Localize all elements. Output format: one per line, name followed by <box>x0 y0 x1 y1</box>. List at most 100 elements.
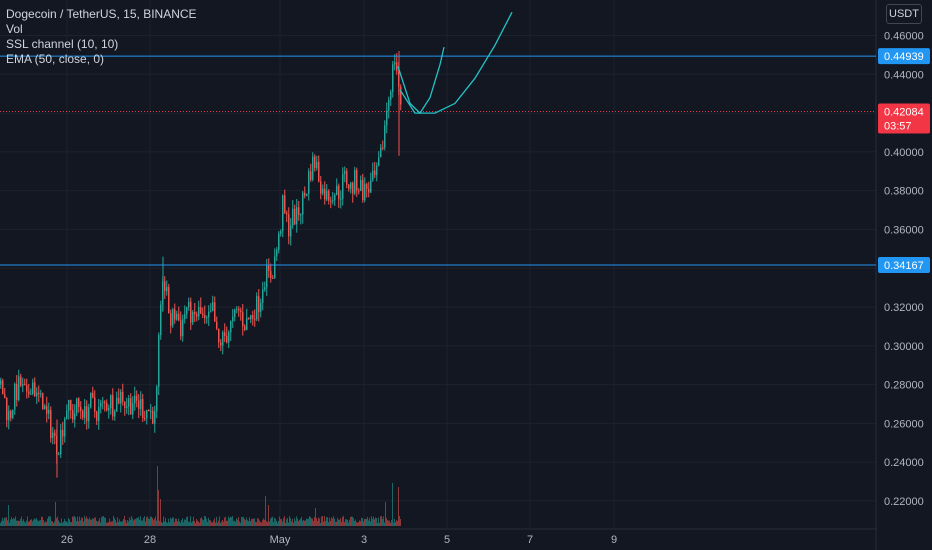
volume-bar <box>18 520 19 526</box>
currency-button[interactable]: USDT <box>886 4 922 24</box>
candle-body <box>238 308 240 311</box>
volume-bar <box>197 520 198 526</box>
volume-bar <box>123 518 124 526</box>
volume-bar <box>208 517 209 526</box>
volume-bar <box>395 522 396 526</box>
volume-bar <box>139 519 140 526</box>
projection-curve-2[interactable] <box>399 11 513 114</box>
candle-body <box>282 195 284 232</box>
volume-bar <box>343 515 344 526</box>
volume-bar <box>300 518 301 526</box>
time-tick-label: 9 <box>611 534 617 546</box>
volume-bar <box>237 519 238 526</box>
volume-bar <box>393 522 394 526</box>
volume-bar <box>296 516 297 526</box>
candle-body <box>138 400 140 409</box>
projection-curve-1[interactable] <box>397 46 445 115</box>
volume-bar <box>198 521 199 526</box>
volume-bar <box>94 517 95 526</box>
volume-bar <box>133 520 134 526</box>
volume-bar <box>167 522 168 526</box>
volume-bar <box>203 520 204 526</box>
volume-bar <box>173 517 174 526</box>
candle-body <box>382 147 384 149</box>
volume-bar <box>63 521 64 526</box>
volume-bar <box>55 502 56 526</box>
candle-body <box>250 315 252 320</box>
volume-bar <box>138 516 139 526</box>
volume-bar <box>355 519 356 526</box>
volume-bar <box>46 521 47 526</box>
volume-bar <box>351 516 352 526</box>
indicator-ssl-channel[interactable]: SSL channel (10, 10) <box>6 37 119 51</box>
volume-bar <box>158 490 159 526</box>
candle-body <box>136 395 138 401</box>
symbol-title[interactable]: Dogecoin / TetherUS, 15, BINANCE <box>6 7 197 21</box>
volume-bar <box>252 518 253 526</box>
volume-bar <box>146 517 147 526</box>
volume-bar <box>329 517 330 526</box>
volume-bar <box>160 499 161 526</box>
candle-body <box>308 171 310 194</box>
volume-bar <box>219 516 220 526</box>
candle-body <box>168 286 170 314</box>
volume-bar <box>344 522 345 526</box>
volume-bar <box>212 522 213 526</box>
candle-body <box>212 302 214 312</box>
volume-bar <box>357 522 358 526</box>
volume-bar <box>201 517 202 526</box>
candle-body <box>16 383 18 401</box>
candle-body <box>90 392 92 408</box>
volume-bar <box>248 521 249 526</box>
candle-body <box>274 256 276 279</box>
candle-body <box>386 110 388 126</box>
candle-body <box>244 326 246 330</box>
candle-body <box>234 309 236 317</box>
volume-bar <box>267 522 268 526</box>
volume-bar <box>111 521 112 526</box>
candle-body <box>284 195 286 214</box>
volume-bar <box>93 518 94 526</box>
volume-bar <box>390 522 391 526</box>
candle-body <box>166 286 168 292</box>
volume-bar <box>295 520 296 526</box>
volume-bar <box>306 518 307 526</box>
volume-bar <box>164 521 165 526</box>
volume-bar <box>100 522 101 526</box>
volume-bar <box>276 520 277 526</box>
volume-bar <box>217 522 218 526</box>
volume-bar <box>326 516 327 526</box>
volume-bar <box>394 518 395 526</box>
candle-body <box>156 386 158 412</box>
volume-bar <box>384 522 385 526</box>
indicator-volume[interactable]: Vol <box>6 22 23 36</box>
volume-bar <box>350 517 351 526</box>
price-tick-label: 0.26000 <box>884 418 924 430</box>
volume-bar <box>215 522 216 526</box>
volume-bar <box>246 517 247 526</box>
volume-bar <box>382 519 383 526</box>
volume-bar <box>150 516 151 526</box>
volume-bar <box>143 517 144 526</box>
volume-bar <box>225 516 226 526</box>
volume-bar <box>32 521 33 526</box>
candle-body <box>132 403 134 415</box>
volume-bar <box>26 520 27 526</box>
indicator-ema[interactable]: EMA (50, close, 0) <box>6 52 105 66</box>
volume-bar <box>36 518 37 526</box>
volume-bar <box>69 519 70 526</box>
candle-body <box>286 213 288 215</box>
volume-bar <box>241 517 242 526</box>
volume-bar <box>88 519 89 526</box>
volume-bar <box>391 519 392 526</box>
volume-bar <box>303 519 304 526</box>
volume-bar <box>363 521 364 526</box>
candle-body <box>78 398 80 407</box>
volume-bar <box>67 522 68 526</box>
candle-body <box>214 302 216 322</box>
volume-bar <box>140 516 141 526</box>
candle-body <box>210 311 212 313</box>
volume-bar <box>19 520 20 526</box>
